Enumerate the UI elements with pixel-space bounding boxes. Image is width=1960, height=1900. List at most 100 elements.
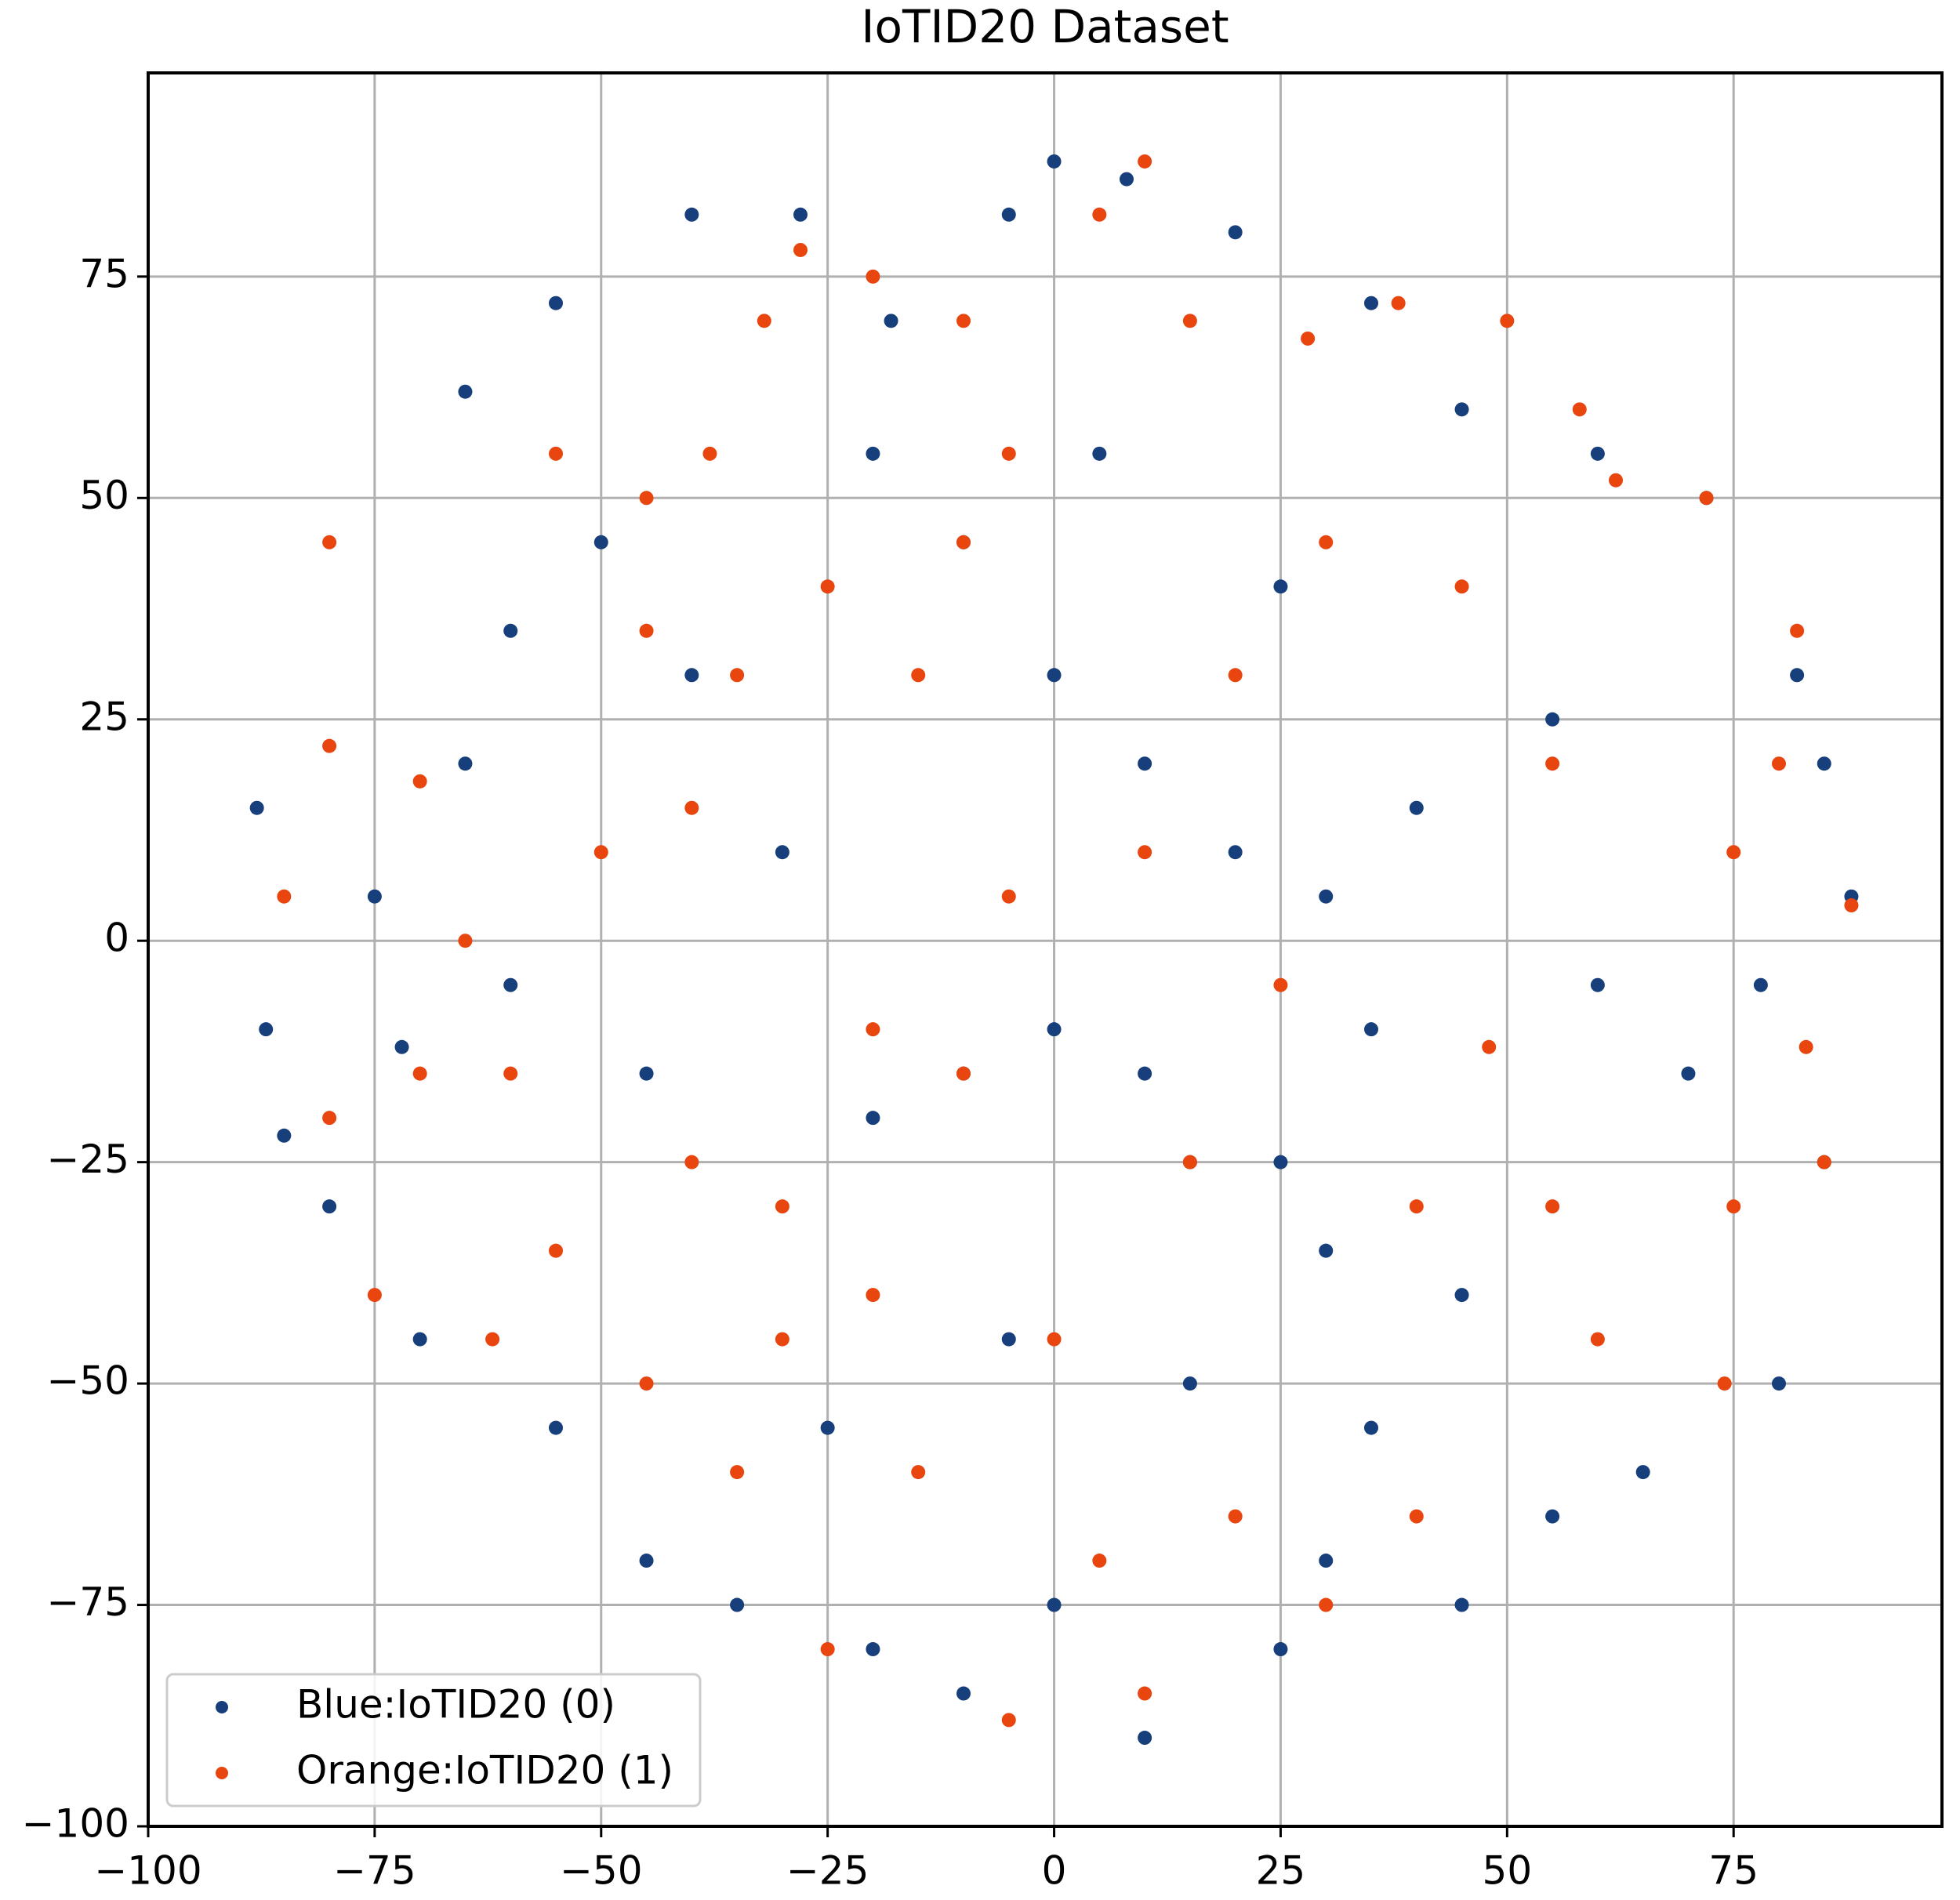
point xyxy=(1500,314,1515,328)
point xyxy=(458,934,473,948)
point xyxy=(1319,1597,1334,1612)
legend-marker xyxy=(216,1767,228,1779)
point xyxy=(775,845,789,860)
point xyxy=(1545,1509,1560,1524)
point xyxy=(1681,1066,1696,1081)
point xyxy=(593,535,608,549)
point xyxy=(866,1642,880,1657)
point xyxy=(684,207,699,222)
point xyxy=(1726,845,1741,860)
point xyxy=(1273,579,1288,594)
point xyxy=(549,1243,563,1258)
point xyxy=(549,1420,563,1435)
point xyxy=(1047,1597,1062,1612)
point xyxy=(1364,1022,1378,1037)
point xyxy=(1772,1376,1786,1391)
point xyxy=(1726,1199,1741,1214)
point xyxy=(1454,1597,1469,1612)
point xyxy=(593,845,608,860)
point xyxy=(1590,1332,1605,1347)
y-tick-label: −75 xyxy=(46,1579,129,1625)
point xyxy=(1047,1022,1062,1037)
point xyxy=(757,314,771,328)
point xyxy=(1609,473,1623,488)
point xyxy=(1635,1465,1650,1480)
point xyxy=(639,1376,654,1391)
point xyxy=(1138,756,1152,771)
point xyxy=(549,296,563,310)
point xyxy=(1228,668,1243,683)
point xyxy=(1699,491,1714,506)
point xyxy=(1545,1199,1560,1214)
point xyxy=(730,668,745,683)
point xyxy=(1482,1039,1497,1054)
point xyxy=(1454,1288,1469,1303)
point xyxy=(1301,331,1316,346)
point xyxy=(956,314,971,328)
point xyxy=(1319,535,1334,549)
point xyxy=(1001,207,1016,222)
point xyxy=(702,446,717,461)
point xyxy=(775,1199,789,1214)
point xyxy=(820,1420,835,1435)
point xyxy=(775,1332,789,1347)
point xyxy=(367,1288,382,1303)
point xyxy=(1772,756,1786,771)
point xyxy=(1790,668,1805,683)
point xyxy=(866,446,880,461)
x-tick-label: −100 xyxy=(94,1848,201,1894)
point xyxy=(1454,579,1469,594)
point xyxy=(866,1111,880,1126)
point xyxy=(1364,1420,1378,1435)
point xyxy=(1182,1376,1197,1391)
point xyxy=(884,314,898,328)
point xyxy=(1138,1066,1152,1081)
legend-marker xyxy=(216,1701,228,1713)
point xyxy=(1228,225,1243,240)
y-tick-label: −25 xyxy=(46,1137,129,1182)
y-tick-label: 0 xyxy=(104,916,129,961)
point xyxy=(485,1332,500,1347)
point xyxy=(866,269,880,284)
point xyxy=(503,623,518,638)
legend-label: Orange:IoTID20 (1) xyxy=(296,1748,673,1793)
point xyxy=(412,774,427,789)
point xyxy=(1364,296,1378,310)
point xyxy=(639,623,654,638)
x-tick-label: −25 xyxy=(786,1848,869,1894)
chart-title: IoTID20 Dataset xyxy=(861,0,1229,53)
point xyxy=(1817,756,1831,771)
point xyxy=(412,1066,427,1081)
point xyxy=(639,1554,654,1568)
point xyxy=(793,242,808,257)
point xyxy=(322,535,337,549)
point xyxy=(503,977,518,992)
point xyxy=(1228,1509,1243,1524)
point xyxy=(684,800,699,815)
point xyxy=(1409,1509,1424,1524)
point xyxy=(1545,756,1560,771)
point xyxy=(277,1128,292,1143)
point xyxy=(1001,1713,1016,1728)
y-tick-label: 25 xyxy=(79,694,129,739)
y-tick-label: −100 xyxy=(22,1801,129,1847)
point xyxy=(1590,977,1605,992)
point xyxy=(730,1597,745,1612)
y-tick-label: −50 xyxy=(46,1358,129,1404)
point xyxy=(249,800,264,815)
point xyxy=(1138,1731,1152,1746)
point xyxy=(911,668,926,683)
point xyxy=(1844,898,1859,913)
point xyxy=(1319,889,1334,904)
point xyxy=(1047,1332,1062,1347)
point xyxy=(639,1066,654,1081)
point xyxy=(866,1022,880,1037)
point xyxy=(956,535,971,549)
point xyxy=(322,738,337,753)
point xyxy=(1120,172,1134,187)
point xyxy=(1047,668,1062,683)
x-tick-label: 75 xyxy=(1708,1848,1759,1894)
x-tick-label: −75 xyxy=(333,1848,416,1894)
point xyxy=(1001,889,1016,904)
